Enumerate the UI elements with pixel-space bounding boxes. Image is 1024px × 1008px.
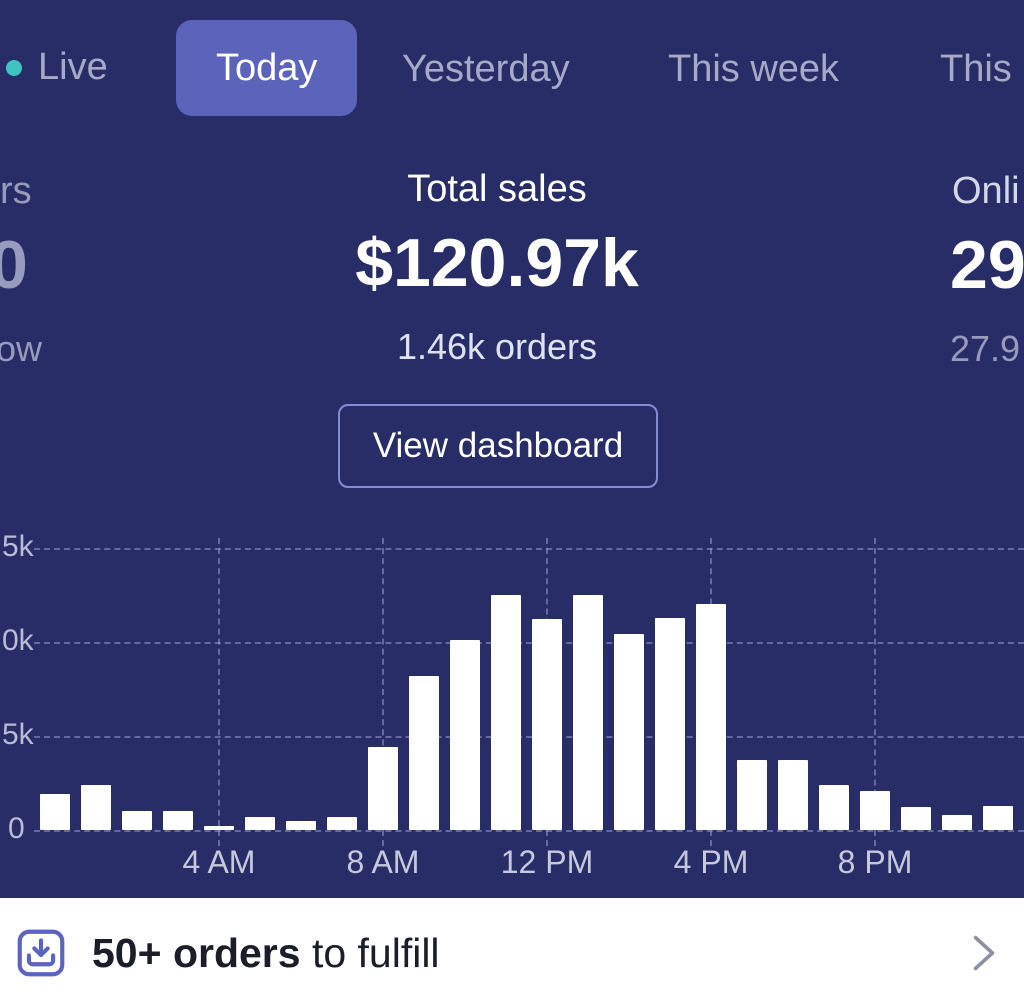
left-metric-value: 0 (0, 227, 28, 303)
tab-yesterday[interactable]: Yesterday (402, 48, 570, 91)
chart-bar (245, 817, 275, 830)
tab-today[interactable]: Today (176, 20, 358, 116)
chart-bar (573, 595, 603, 830)
orders-count: 50+ orders (92, 929, 301, 976)
inbox-arrow-down-icon (17, 929, 65, 977)
hourly-sales-chart: 5k 0k 5k 0 4 AM 8 AM 12 PM 4 PM 8 PM (0, 530, 1024, 888)
gridline-vertical (382, 538, 384, 846)
gridline-vertical (874, 538, 876, 846)
tab-this-month-partial[interactable]: This (940, 48, 1012, 91)
tab-this-week[interactable]: This week (668, 48, 839, 91)
chart-bar (737, 760, 767, 830)
y-axis-tick-label: 0k (2, 624, 34, 657)
view-dashboard-label: View dashboard (372, 426, 624, 465)
chart-bar (614, 634, 644, 830)
gridline-vertical (218, 538, 220, 846)
x-axis-tick-label: 8 AM (346, 844, 420, 880)
chart-bar (40, 794, 70, 830)
x-axis-tick-label: 12 PM (500, 844, 594, 880)
chart-bar (327, 817, 357, 830)
chart-bar (819, 785, 849, 830)
chart-bar (655, 618, 685, 830)
gridline-horizontal (34, 642, 1024, 644)
chart-bar (860, 791, 890, 830)
chart-bar (983, 806, 1013, 830)
orders-to-fulfill-text: 50+ orders to fulfill (92, 930, 440, 977)
tab-today-label: Today (216, 46, 318, 89)
orders-to-fulfill-row[interactable]: 50+ orders to fulfill (0, 898, 1024, 1008)
tab-this-month-label: This (940, 48, 1012, 90)
chart-bar (942, 815, 972, 830)
y-axis-tick-label: 5k (2, 718, 34, 751)
chart-bar (163, 811, 193, 830)
y-axis-tick-label: 5k (2, 530, 34, 563)
chart-bar (409, 676, 439, 830)
tab-this-week-label: This week (668, 48, 840, 90)
right-metric-label: Onli (952, 170, 1020, 212)
chart-bar (81, 785, 111, 830)
total-sales-value: $120.97k (355, 225, 639, 301)
total-sales-orders: 1.46k orders (396, 326, 598, 367)
y-axis-tick-label: 0 (8, 812, 25, 845)
left-metric-label: rs (0, 170, 32, 212)
tab-yesterday-label: Yesterday (402, 48, 570, 90)
x-axis-tick-label: 8 PM (837, 844, 913, 880)
x-axis-tick-label: 4 AM (182, 844, 256, 880)
bar-chart-bars (40, 548, 1013, 830)
chart-bar (368, 747, 398, 830)
chart-bar (491, 595, 521, 830)
chart-bar (901, 807, 931, 830)
x-axis-tick-label: 4 PM (673, 844, 749, 880)
chart-bar (778, 760, 808, 830)
total-sales-label: Total sales (407, 168, 587, 210)
chart-bar (122, 811, 152, 830)
tab-live-label: Live (38, 46, 108, 88)
gridline-horizontal (34, 548, 1024, 550)
view-dashboard-button[interactable]: View dashboard (338, 404, 658, 488)
chevron-right-icon (973, 935, 995, 971)
left-metric-sub: ow (0, 328, 43, 369)
right-metric-sub: 27.9 (950, 328, 1021, 369)
gridline-horizontal (34, 736, 1024, 738)
chart-bar (450, 640, 480, 830)
live-indicator-dot-icon (6, 59, 22, 76)
right-metric-value: 29 (950, 227, 1024, 303)
chart-bar (286, 821, 316, 830)
chart-bar (696, 604, 726, 830)
chart-bar (532, 619, 562, 830)
gridline-horizontal (34, 830, 1024, 832)
tab-live[interactable]: Live (6, 46, 108, 89)
orders-suffix: to fulfill (300, 929, 440, 976)
chart-bar (204, 826, 234, 830)
